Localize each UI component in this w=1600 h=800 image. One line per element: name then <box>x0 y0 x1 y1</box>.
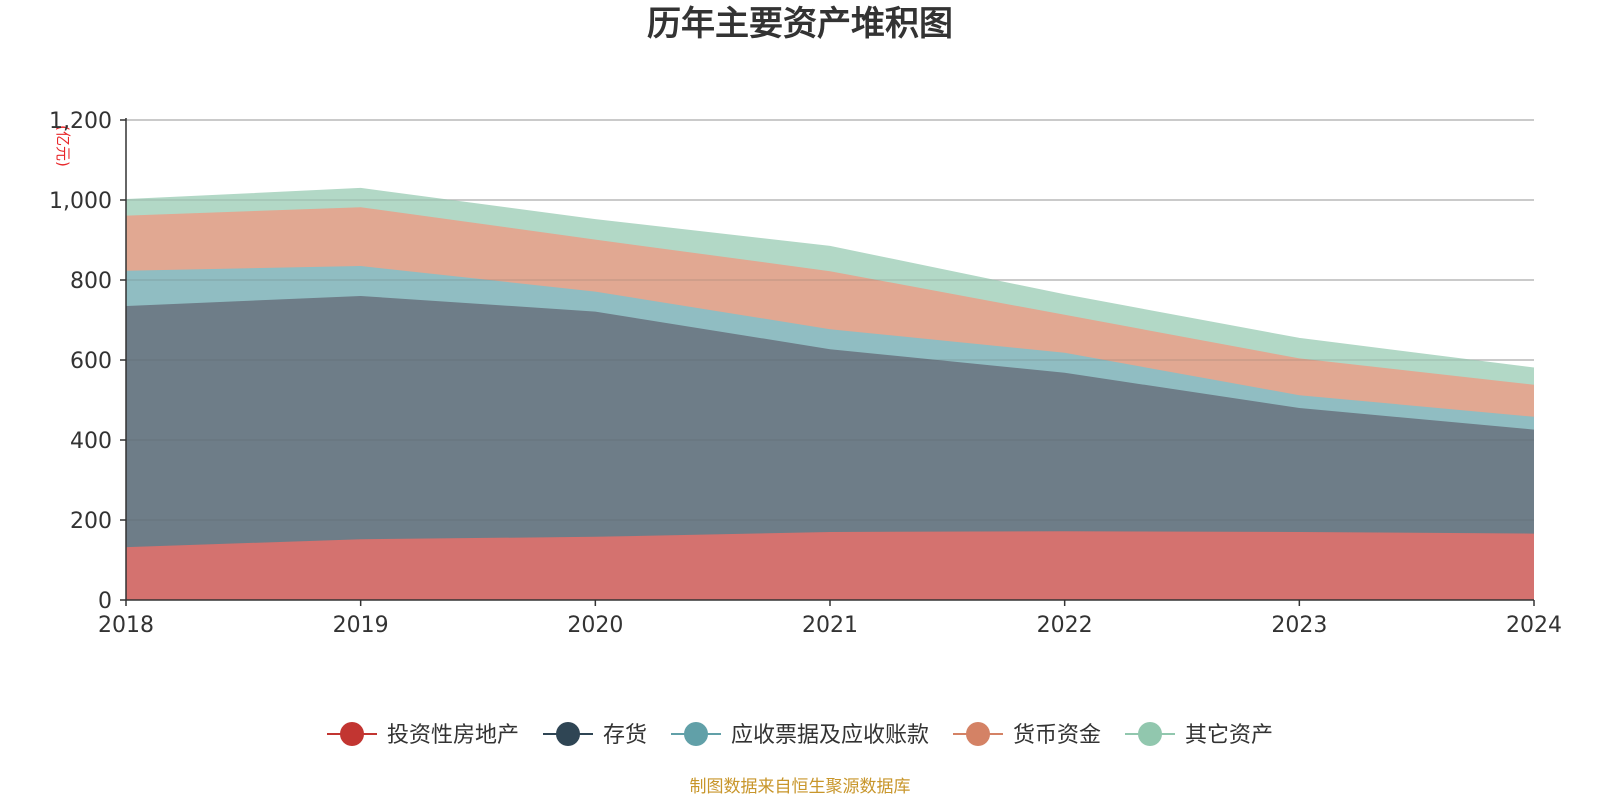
chart-title: 历年主要资产堆积图 <box>647 4 953 44</box>
area-series-2 <box>126 266 1534 430</box>
legend-item-3[interactable]: 货币资金 <box>953 722 1101 748</box>
legend[interactable]: 投资性房地产 存货 应收票据及应收账款 货币资金 其它资产 <box>327 722 1273 748</box>
x-tick-label-2023: 2023 <box>1271 613 1327 638</box>
legend-item-4[interactable]: 其它资产 <box>1125 722 1273 748</box>
legend-circle-icon <box>684 722 708 746</box>
area-series-4 <box>126 188 1534 385</box>
legend-label: 存货 <box>603 723 647 748</box>
legend-label: 其它资产 <box>1185 723 1273 748</box>
area-series-3 <box>126 207 1534 417</box>
legend-circle-icon <box>340 722 364 746</box>
area-series-edge-4 <box>125 187 1535 369</box>
legend-circle-icon <box>966 722 990 746</box>
data-point-4-2020 <box>593 218 597 222</box>
legend-circle-icon <box>1138 722 1162 746</box>
x-tick-label-2024: 2024 <box>1506 613 1562 638</box>
y-tick-label-200: 200 <box>70 509 112 534</box>
data-source-note: 制图数据来自恒生聚源数据库 <box>690 777 911 797</box>
data-point-4-2023 <box>1297 336 1301 340</box>
x-tick-label-2019: 2019 <box>333 613 389 638</box>
axes: 0 200 400 600 800 1,000 1,200 2018 2019 2020 2021 2… <box>49 109 1562 638</box>
x-tick-label-2018: 2018 <box>98 613 154 638</box>
x-tick-label-2021: 2021 <box>802 613 858 638</box>
data-point-4-2022 <box>1063 293 1067 297</box>
area-series-group <box>125 119 1536 600</box>
data-point-4-2019 <box>359 186 363 190</box>
y-tick-label-800: 800 <box>70 269 112 294</box>
x-tick-label-2020: 2020 <box>567 613 623 638</box>
y-tick-label-0: 0 <box>98 589 112 614</box>
data-point-4-2021 <box>828 244 832 248</box>
y-tick-label-600: 600 <box>70 349 112 374</box>
y-tick-label-400: 400 <box>70 429 112 454</box>
data-point-4-2024 <box>1532 366 1536 370</box>
area-series-1 <box>126 296 1534 548</box>
legend-item-2[interactable]: 应收票据及应收账款 <box>671 722 929 748</box>
legend-label: 应收票据及应收账款 <box>731 723 929 748</box>
y-axis-unit-label: (亿元) <box>54 125 72 167</box>
legend-label: 货币资金 <box>1013 723 1101 748</box>
legend-item-1[interactable]: 存货 <box>543 722 647 748</box>
area-series-0 <box>126 531 1534 600</box>
y-tick-label-1000: 1,000 <box>49 189 112 214</box>
x-tick-label-2022: 2022 <box>1037 613 1093 638</box>
y-tick-label-1200: 1,200 <box>49 109 112 134</box>
legend-label: 投资性房地产 <box>387 723 519 748</box>
legend-item-0[interactable]: 投资性房地产 <box>327 722 519 748</box>
legend-circle-icon <box>556 722 580 746</box>
